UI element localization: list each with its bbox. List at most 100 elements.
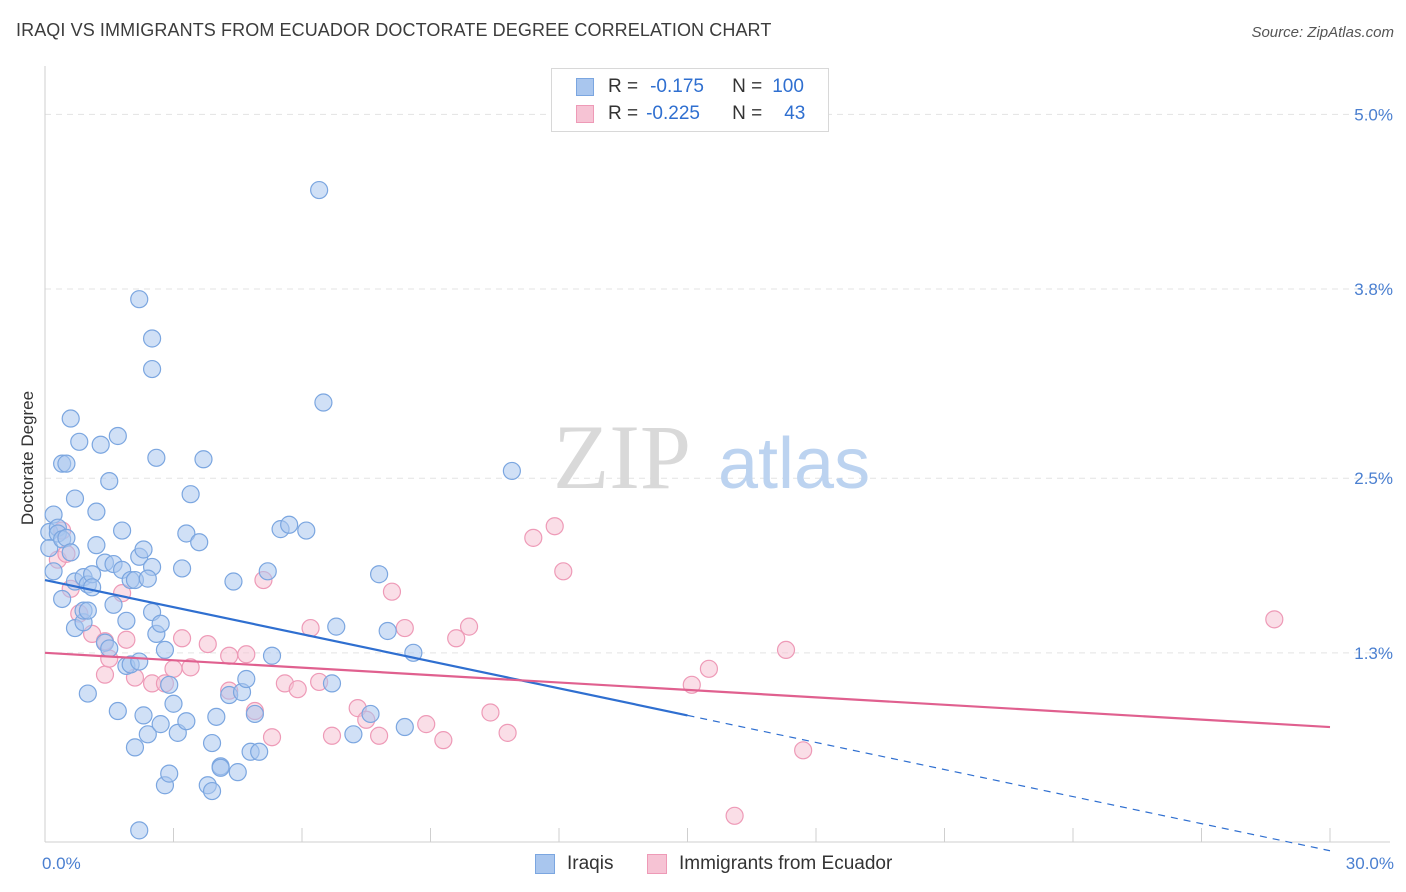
iraqi-point	[310, 180, 329, 200]
iraqi-point	[258, 562, 277, 581]
legend-swatch-blue	[576, 78, 594, 96]
ecuador-point	[198, 634, 217, 654]
iraqi-point	[202, 781, 222, 801]
iraqi-point	[100, 472, 119, 491]
iraqi-point	[112, 521, 132, 540]
iraqi-point	[160, 675, 179, 694]
legend-r-label: R =	[608, 103, 639, 124]
iraqi-point	[83, 578, 102, 597]
iraqi-trend-line	[44, 578, 688, 717]
legend-r-label: R =	[608, 76, 639, 97]
y-tick-label: 5.0%	[1354, 105, 1393, 124]
iraqi-point	[108, 701, 127, 721]
ecuador-point	[498, 723, 517, 742]
ecuador-trend-line	[44, 651, 1331, 729]
iraqi-point	[134, 540, 153, 559]
iraqi-point	[250, 742, 269, 761]
chart-title: IRAQI VS IMMIGRANTS FROM ECUADOR DOCTORA…	[16, 20, 772, 40]
iraqi-point	[130, 652, 149, 671]
iraqi-point	[314, 393, 333, 412]
iraqi-point	[134, 706, 153, 725]
watermark-zip: ZIP	[553, 406, 691, 508]
iraqi-point	[104, 595, 123, 614]
ecuador-point	[434, 731, 453, 750]
iraqi-point	[327, 617, 346, 636]
iraqi-point	[344, 725, 363, 744]
iraqi-point	[262, 646, 282, 665]
iraqi-point	[378, 621, 397, 641]
iraqi-point	[53, 589, 72, 609]
data-points	[40, 180, 1284, 840]
iraqi-point	[138, 569, 157, 588]
iraqi-point	[177, 712, 196, 731]
iraqi-point	[194, 450, 213, 469]
ecuador-point	[699, 659, 719, 678]
ecuador-point	[220, 646, 239, 665]
iraqi-point	[155, 640, 175, 660]
bottom-legend-swatch-blue	[535, 854, 555, 874]
iraqi-point	[125, 738, 145, 757]
trend-lines	[44, 578, 1331, 852]
iraqi-point	[151, 715, 170, 734]
iraqi-point	[151, 614, 170, 633]
iraqi-point	[78, 601, 97, 620]
ecuador-point	[395, 618, 414, 638]
legend-r-value: -0.225	[646, 103, 700, 124]
legend: R = -0.175 N = 100 R = -0.225 N = 43	[551, 68, 829, 132]
grid-lines	[45, 113, 1390, 654]
ecuador-point	[417, 715, 436, 734]
x-tick-label-min: 0.0%	[42, 854, 81, 873]
ecuador-point	[237, 645, 256, 664]
ecuador-point	[524, 528, 543, 547]
bottom-legend-iraqis: Iraqis	[535, 852, 613, 876]
iraqi-point	[44, 562, 63, 581]
bottom-legend-ecuador: Immigrants from Ecuador	[647, 852, 892, 876]
iraqi-point	[117, 611, 136, 630]
iraqi-point	[172, 559, 192, 578]
iraqi-point	[177, 524, 196, 543]
iraqi-point	[502, 461, 521, 481]
ecuador-point	[288, 680, 307, 699]
watermark-atlas: atlas	[718, 424, 870, 504]
ecuador-point	[794, 741, 813, 760]
y-tick-label: 1.3%	[1354, 644, 1393, 663]
x-tick-label-max: 30.0%	[1346, 854, 1394, 873]
iraqi-point	[224, 572, 243, 591]
iraqi-point	[181, 485, 200, 504]
ecuador-point	[447, 629, 466, 648]
iraqi-point	[164, 694, 183, 713]
bottom-legend-label: Iraqis	[567, 853, 614, 874]
iraqi-point	[61, 409, 80, 428]
iraqi-point	[61, 543, 80, 562]
ecuador-point	[117, 630, 136, 649]
axes	[44, 66, 1390, 843]
legend-n-label: N =	[732, 103, 763, 124]
iraqi-point	[40, 538, 59, 558]
watermark: ZIP atlas	[553, 406, 870, 508]
bottom-legend-swatch-pink	[647, 854, 667, 874]
ecuador-point	[725, 806, 744, 825]
ecuador-point	[172, 629, 192, 648]
legend-row-iraqis: R = -0.175 N = 100	[576, 75, 804, 99]
iraqi-point	[322, 674, 342, 693]
iraqi-point	[147, 448, 166, 467]
iraqi-trend-extension	[687, 714, 1331, 852]
ecuador-point	[95, 665, 115, 684]
iraqi-point	[91, 435, 110, 454]
iraqi-point	[108, 426, 127, 446]
ecuador-point	[481, 703, 500, 722]
legend-swatch-pink	[576, 105, 594, 123]
iraqi-point	[78, 684, 97, 703]
legend-r-value: -0.175	[650, 76, 704, 97]
iraqi-point	[237, 669, 256, 689]
iraqi-point	[395, 717, 414, 737]
legend-n-value: 100	[772, 76, 804, 97]
legend-n-value: 43	[784, 103, 806, 124]
ecuador-point	[382, 582, 402, 601]
iraqi-point	[65, 489, 85, 508]
iraqi-point	[130, 821, 149, 840]
iraqi-point	[142, 329, 162, 348]
iraqi-point	[142, 359, 162, 379]
iraqi-point	[57, 454, 76, 473]
